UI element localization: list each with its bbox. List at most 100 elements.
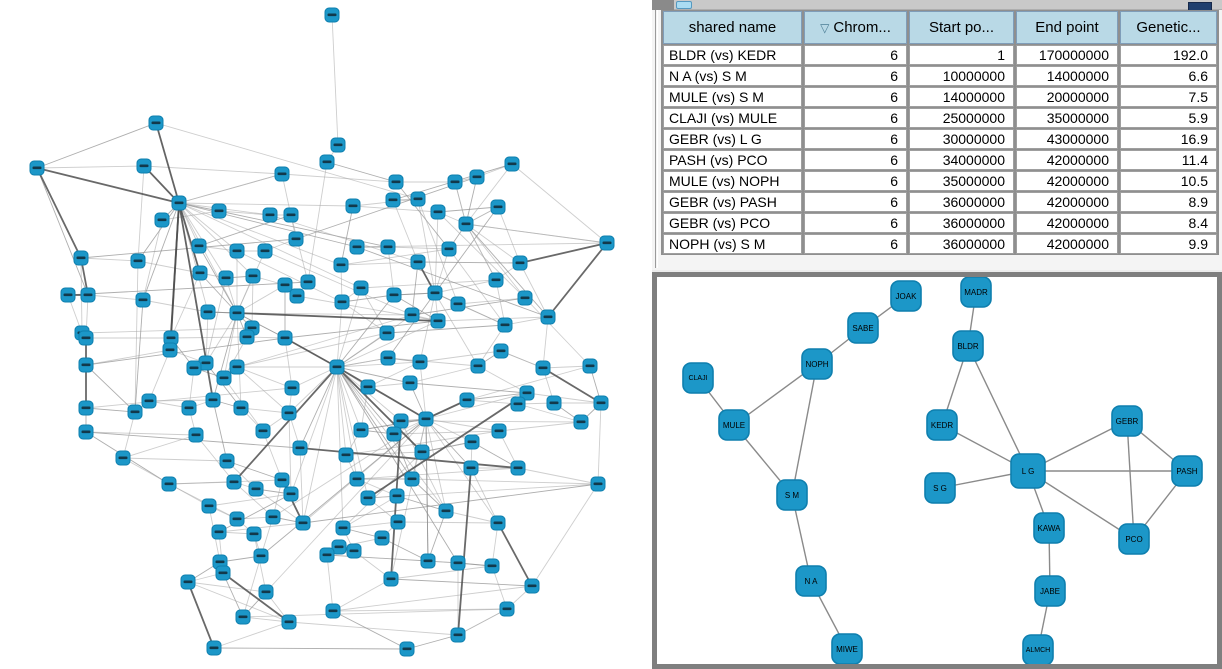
network-node[interactable] bbox=[504, 156, 520, 172]
network-node[interactable] bbox=[258, 584, 274, 600]
network-node[interactable] bbox=[450, 555, 466, 571]
node-GEBR[interactable]: GEBR bbox=[1111, 405, 1143, 437]
table-cell[interactable]: NOPH (vs) S M bbox=[663, 234, 802, 254]
table-cell[interactable]: 25000000 bbox=[909, 108, 1014, 128]
table-cell[interactable]: 6 bbox=[804, 108, 907, 128]
table-cell[interactable]: 35000000 bbox=[909, 171, 1014, 191]
node-KAWA[interactable]: KAWA bbox=[1033, 512, 1065, 544]
network-node[interactable] bbox=[470, 358, 486, 374]
table-cell[interactable]: 170000000 bbox=[1016, 45, 1118, 65]
table-cell[interactable]: 36000000 bbox=[909, 192, 1014, 212]
table-cell[interactable]: CLAJI (vs) MULE bbox=[663, 108, 802, 128]
network-node[interactable] bbox=[127, 404, 143, 420]
column-header-chrom-[interactable]: ▽ Chrom... bbox=[804, 11, 907, 44]
table-cell[interactable]: 6.6 bbox=[1120, 66, 1217, 86]
network-node[interactable] bbox=[333, 257, 349, 273]
table-cell[interactable]: 7.5 bbox=[1120, 87, 1217, 107]
network-node[interactable] bbox=[380, 239, 396, 255]
network-view-main[interactable] bbox=[0, 0, 652, 669]
network-node[interactable] bbox=[346, 543, 362, 559]
network-node[interactable] bbox=[379, 325, 395, 341]
network-node[interactable] bbox=[519, 385, 535, 401]
network-node[interactable] bbox=[289, 288, 305, 304]
network-node[interactable] bbox=[115, 450, 131, 466]
network-node[interactable] bbox=[420, 553, 436, 569]
network-node[interactable] bbox=[265, 509, 281, 525]
network-node[interactable] bbox=[349, 239, 365, 255]
network-node[interactable] bbox=[447, 174, 463, 190]
network-node[interactable] bbox=[319, 547, 335, 563]
network-node[interactable] bbox=[253, 548, 269, 564]
network-node[interactable] bbox=[573, 414, 589, 430]
table-cell[interactable]: 6 bbox=[804, 87, 907, 107]
network-node[interactable] bbox=[510, 460, 526, 476]
network-node[interactable] bbox=[161, 476, 177, 492]
network-node[interactable] bbox=[192, 265, 208, 281]
table-cell[interactable]: 42000000 bbox=[1016, 171, 1118, 191]
network-node[interactable] bbox=[80, 287, 96, 303]
network-node[interactable] bbox=[284, 380, 300, 396]
network-node[interactable] bbox=[412, 354, 428, 370]
network-node[interactable] bbox=[281, 405, 297, 421]
node-KEDR[interactable]: KEDR bbox=[926, 409, 958, 441]
table-cell[interactable]: 30000000 bbox=[909, 129, 1014, 149]
network-node[interactable] bbox=[186, 360, 202, 376]
big-network-canvas[interactable] bbox=[0, 0, 652, 669]
network-node[interactable] bbox=[338, 447, 354, 463]
table-cell[interactable]: PASH (vs) PCO bbox=[663, 150, 802, 170]
table-cell[interactable]: 6 bbox=[804, 192, 907, 212]
network-node[interactable] bbox=[493, 343, 509, 359]
table-cell[interactable]: 36000000 bbox=[909, 213, 1014, 233]
column-header-start-po-[interactable]: Start po... bbox=[909, 11, 1014, 44]
network-node[interactable] bbox=[512, 255, 528, 271]
node-LG[interactable]: L G bbox=[1010, 453, 1046, 489]
small-network-canvas[interactable]: JOAK MADR SABE BLDR NOPH CLAJI MULE KEDR GEBR L G… bbox=[657, 277, 1217, 664]
network-node[interactable] bbox=[211, 203, 227, 219]
network-node[interactable] bbox=[349, 471, 365, 487]
network-node[interactable] bbox=[130, 253, 146, 269]
network-node[interactable] bbox=[393, 413, 409, 429]
node-PASH[interactable]: PASH bbox=[1171, 455, 1203, 487]
network-node[interactable] bbox=[262, 207, 278, 223]
network-node[interactable] bbox=[430, 204, 446, 220]
network-node[interactable] bbox=[386, 426, 402, 442]
network-node[interactable] bbox=[590, 476, 606, 492]
table-cell[interactable]: GEBR (vs) PASH bbox=[663, 192, 802, 212]
table-cell[interactable]: 8.4 bbox=[1120, 213, 1217, 233]
network-node[interactable] bbox=[389, 488, 405, 504]
network-node[interactable] bbox=[235, 609, 251, 625]
network-node[interactable] bbox=[438, 503, 454, 519]
table-cell[interactable]: 34000000 bbox=[909, 150, 1014, 170]
network-node[interactable] bbox=[277, 277, 293, 293]
network-node[interactable] bbox=[283, 486, 299, 502]
network-node[interactable] bbox=[283, 207, 299, 223]
table-cell[interactable]: 6 bbox=[804, 129, 907, 149]
network-node[interactable] bbox=[218, 270, 234, 286]
network-node[interactable] bbox=[257, 243, 273, 259]
network-node[interactable] bbox=[201, 498, 217, 514]
network-node[interactable] bbox=[229, 305, 245, 321]
table-row[interactable]: MULE (vs) NOPH 6 35000000 42000000 10.5 bbox=[663, 171, 1217, 191]
table-row[interactable]: PASH (vs) PCO 6 34000000 42000000 11.4 bbox=[663, 150, 1217, 170]
filter-icon[interactable]: ▽ bbox=[820, 21, 830, 35]
network-node[interactable] bbox=[319, 154, 335, 170]
network-node[interactable] bbox=[582, 358, 598, 374]
table-cell[interactable]: 1 bbox=[909, 45, 1014, 65]
network-node[interactable] bbox=[524, 578, 540, 594]
table-cell[interactable]: 42000000 bbox=[1016, 213, 1118, 233]
network-node[interactable] bbox=[205, 392, 221, 408]
network-node[interactable] bbox=[488, 272, 504, 288]
network-node[interactable] bbox=[410, 254, 426, 270]
table-cell[interactable]: 192.0 bbox=[1120, 45, 1217, 65]
network-node[interactable] bbox=[300, 274, 316, 290]
table-cell[interactable]: 42000000 bbox=[1016, 150, 1118, 170]
table-cell[interactable]: 35000000 bbox=[1016, 108, 1118, 128]
table-row[interactable]: GEBR (vs) PCO 6 36000000 42000000 8.4 bbox=[663, 213, 1217, 233]
network-node[interactable] bbox=[388, 174, 404, 190]
network-node[interactable] bbox=[245, 268, 261, 284]
network-node[interactable] bbox=[404, 307, 420, 323]
network-node[interactable] bbox=[295, 515, 311, 531]
node-ALMCH[interactable]: ALMCH bbox=[1022, 634, 1054, 664]
network-node[interactable] bbox=[390, 514, 406, 530]
network-node[interactable] bbox=[510, 396, 526, 412]
